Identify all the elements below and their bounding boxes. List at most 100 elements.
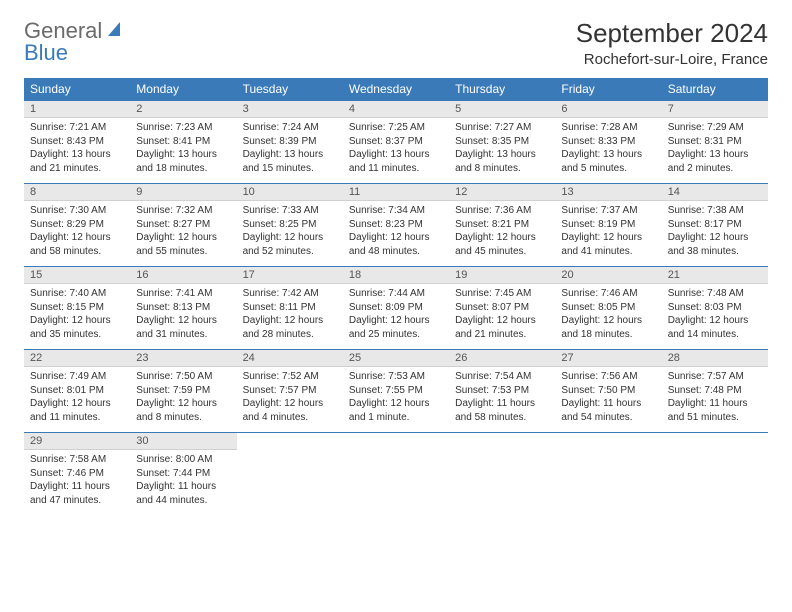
sunrise-text: Sunrise: 7:46 AM xyxy=(561,287,655,301)
day-number: 5 xyxy=(449,101,555,118)
calendar-cell: 4Sunrise: 7:25 AMSunset: 8:37 PMDaylight… xyxy=(343,101,449,184)
daylight-text: Daylight: 13 hours and 18 minutes. xyxy=(136,148,230,175)
day-number: 23 xyxy=(130,350,236,367)
sunrise-text: Sunrise: 7:56 AM xyxy=(561,370,655,384)
logo-text-blue: Blue xyxy=(24,40,68,65)
daylight-text: Daylight: 13 hours and 15 minutes. xyxy=(243,148,337,175)
daylight-text: Daylight: 12 hours and 1 minute. xyxy=(349,397,443,424)
sunrise-text: Sunrise: 7:48 AM xyxy=(668,287,762,301)
daylight-text: Daylight: 12 hours and 31 minutes. xyxy=(136,314,230,341)
day-number: 28 xyxy=(662,350,768,367)
day-details: Sunrise: 7:46 AMSunset: 8:05 PMDaylight:… xyxy=(555,284,661,349)
calendar-table: SundayMondayTuesdayWednesdayThursdayFrid… xyxy=(24,78,768,515)
sunset-text: Sunset: 7:46 PM xyxy=(30,467,124,481)
sunset-text: Sunset: 8:01 PM xyxy=(30,384,124,398)
calendar-cell: 18Sunrise: 7:44 AMSunset: 8:09 PMDayligh… xyxy=(343,267,449,350)
day-number: 29 xyxy=(24,433,130,450)
sunrise-text: Sunrise: 7:54 AM xyxy=(455,370,549,384)
day-details: Sunrise: 7:57 AMSunset: 7:48 PMDaylight:… xyxy=(662,367,768,432)
sunrise-text: Sunrise: 7:53 AM xyxy=(349,370,443,384)
daylight-text: Daylight: 12 hours and 52 minutes. xyxy=(243,231,337,258)
sunset-text: Sunset: 8:05 PM xyxy=(561,301,655,315)
location: Rochefort-sur-Loire, France xyxy=(576,51,768,68)
sunrise-text: Sunrise: 7:57 AM xyxy=(668,370,762,384)
daylight-text: Daylight: 12 hours and 55 minutes. xyxy=(136,231,230,258)
day-number: 10 xyxy=(237,184,343,201)
logo-sail-icon xyxy=(106,20,124,43)
month-title: September 2024 xyxy=(576,18,768,49)
calendar-cell: 16Sunrise: 7:41 AMSunset: 8:13 PMDayligh… xyxy=(130,267,236,350)
sunset-text: Sunset: 8:39 PM xyxy=(243,135,337,149)
daylight-text: Daylight: 13 hours and 5 minutes. xyxy=(561,148,655,175)
day-number: 17 xyxy=(237,267,343,284)
daylight-text: Daylight: 12 hours and 4 minutes. xyxy=(243,397,337,424)
sunset-text: Sunset: 8:41 PM xyxy=(136,135,230,149)
day-details: Sunrise: 7:42 AMSunset: 8:11 PMDaylight:… xyxy=(237,284,343,349)
daylight-text: Daylight: 11 hours and 54 minutes. xyxy=(561,397,655,424)
daylight-text: Daylight: 12 hours and 35 minutes. xyxy=(30,314,124,341)
calendar-cell: 8Sunrise: 7:30 AMSunset: 8:29 PMDaylight… xyxy=(24,184,130,267)
weekday-header: Friday xyxy=(555,78,661,101)
sunrise-text: Sunrise: 7:50 AM xyxy=(136,370,230,384)
sunset-text: Sunset: 8:15 PM xyxy=(30,301,124,315)
sunrise-text: Sunrise: 7:29 AM xyxy=(668,121,762,135)
calendar-header-row: SundayMondayTuesdayWednesdayThursdayFrid… xyxy=(24,78,768,101)
day-details: Sunrise: 7:23 AMSunset: 8:41 PMDaylight:… xyxy=(130,118,236,183)
day-details: Sunrise: 7:38 AMSunset: 8:17 PMDaylight:… xyxy=(662,201,768,266)
daylight-text: Daylight: 11 hours and 58 minutes. xyxy=(455,397,549,424)
day-number: 26 xyxy=(449,350,555,367)
daylight-text: Daylight: 12 hours and 48 minutes. xyxy=(349,231,443,258)
sunrise-text: Sunrise: 7:42 AM xyxy=(243,287,337,301)
day-number: 22 xyxy=(24,350,130,367)
calendar-row: 8Sunrise: 7:30 AMSunset: 8:29 PMDaylight… xyxy=(24,184,768,267)
calendar-cell: 9Sunrise: 7:32 AMSunset: 8:27 PMDaylight… xyxy=(130,184,236,267)
sunset-text: Sunset: 8:11 PM xyxy=(243,301,337,315)
day-details: Sunrise: 7:53 AMSunset: 7:55 PMDaylight:… xyxy=(343,367,449,432)
sunrise-text: Sunrise: 7:45 AM xyxy=(455,287,549,301)
calendar-cell: 22Sunrise: 7:49 AMSunset: 8:01 PMDayligh… xyxy=(24,350,130,433)
daylight-text: Daylight: 12 hours and 45 minutes. xyxy=(455,231,549,258)
sunset-text: Sunset: 7:48 PM xyxy=(668,384,762,398)
sunrise-text: Sunrise: 7:25 AM xyxy=(349,121,443,135)
calendar-cell: 19Sunrise: 7:45 AMSunset: 8:07 PMDayligh… xyxy=(449,267,555,350)
daylight-text: Daylight: 12 hours and 18 minutes. xyxy=(561,314,655,341)
day-number: 16 xyxy=(130,267,236,284)
sunset-text: Sunset: 8:07 PM xyxy=(455,301,549,315)
day-number: 15 xyxy=(24,267,130,284)
day-details: Sunrise: 7:40 AMSunset: 8:15 PMDaylight:… xyxy=(24,284,130,349)
day-details: Sunrise: 7:45 AMSunset: 8:07 PMDaylight:… xyxy=(449,284,555,349)
calendar-cell: 2Sunrise: 7:23 AMSunset: 8:41 PMDaylight… xyxy=(130,101,236,184)
day-number: 8 xyxy=(24,184,130,201)
weekday-header: Tuesday xyxy=(237,78,343,101)
sunrise-text: Sunrise: 7:28 AM xyxy=(561,121,655,135)
sunset-text: Sunset: 8:29 PM xyxy=(30,218,124,232)
calendar-cell: 21Sunrise: 7:48 AMSunset: 8:03 PMDayligh… xyxy=(662,267,768,350)
calendar-cell: 28Sunrise: 7:57 AMSunset: 7:48 PMDayligh… xyxy=(662,350,768,433)
sunrise-text: Sunrise: 7:21 AM xyxy=(30,121,124,135)
daylight-text: Daylight: 13 hours and 11 minutes. xyxy=(349,148,443,175)
day-details: Sunrise: 7:37 AMSunset: 8:19 PMDaylight:… xyxy=(555,201,661,266)
daylight-text: Daylight: 12 hours and 8 minutes. xyxy=(136,397,230,424)
day-number: 2 xyxy=(130,101,236,118)
daylight-text: Daylight: 12 hours and 21 minutes. xyxy=(455,314,549,341)
sunrise-text: Sunrise: 7:52 AM xyxy=(243,370,337,384)
day-number: 4 xyxy=(343,101,449,118)
calendar-row: 15Sunrise: 7:40 AMSunset: 8:15 PMDayligh… xyxy=(24,267,768,350)
day-number: 12 xyxy=(449,184,555,201)
day-details: Sunrise: 7:30 AMSunset: 8:29 PMDaylight:… xyxy=(24,201,130,266)
title-block: September 2024 Rochefort-sur-Loire, Fran… xyxy=(576,18,768,68)
weekday-header: Wednesday xyxy=(343,78,449,101)
calendar-cell: 23 Sunrise: 7:50 AMSunset: 7:59 PMDayligh… xyxy=(130,350,236,433)
sunset-text: Sunset: 8:21 PM xyxy=(455,218,549,232)
calendar-cell: 17Sunrise: 7:42 AMSunset: 8:11 PMDayligh… xyxy=(237,267,343,350)
calendar-cell: 24Sunrise: 7:52 AMSunset: 7:57 PMDayligh… xyxy=(237,350,343,433)
day-details: Sunrise: 7:54 AMSunset: 7:53 PMDaylight:… xyxy=(449,367,555,432)
sunset-text: Sunset: 7:59 PM xyxy=(136,384,230,398)
daylight-text: Daylight: 12 hours and 41 minutes. xyxy=(561,231,655,258)
daylight-text: Daylight: 12 hours and 58 minutes. xyxy=(30,231,124,258)
sunset-text: Sunset: 8:17 PM xyxy=(668,218,762,232)
daylight-text: Daylight: 12 hours and 14 minutes. xyxy=(668,314,762,341)
day-details: Sunrise: 7:58 AMSunset: 7:46 PMDaylight:… xyxy=(24,450,130,515)
sunrise-text: Sunrise: 7:44 AM xyxy=(349,287,443,301)
day-details: Sunrise: 7:44 AMSunset: 8:09 PMDaylight:… xyxy=(343,284,449,349)
